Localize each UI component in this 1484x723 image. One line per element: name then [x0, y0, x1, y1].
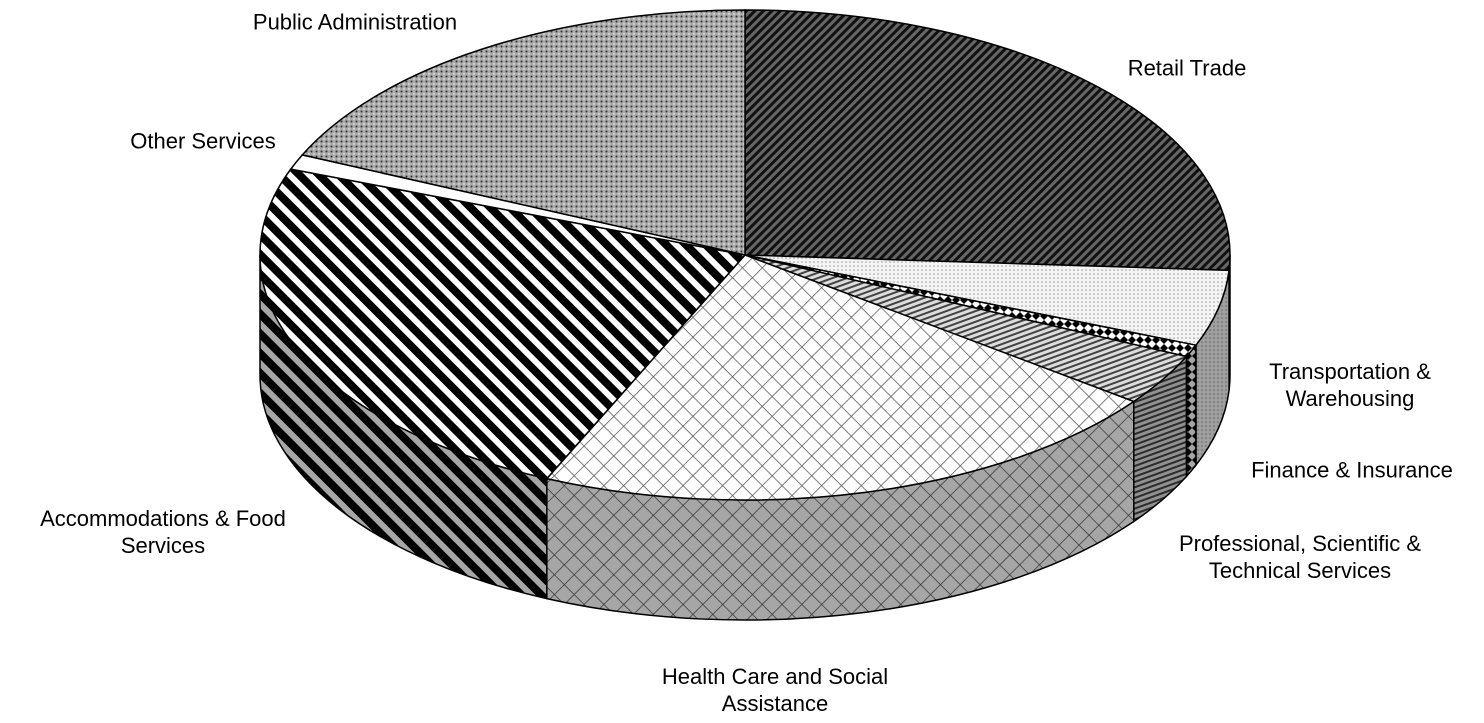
slice-label: Finance & Insurance: [1251, 457, 1453, 483]
slice-side-shade: [1185, 343, 1197, 479]
slice-label: Public Administration: [252, 9, 458, 35]
slice-label: Accommodations & Food Services: [40, 506, 286, 558]
slice-label: Professional, Scientific & Technical Ser…: [1178, 531, 1422, 583]
slice-side: [260, 255, 547, 599]
slice: [545, 254, 1136, 501]
slice-label: Transportation & Warehousing: [1269, 359, 1431, 411]
slice-label: Health Care and Social Assistance: [661, 664, 889, 716]
slice: [300, 9, 746, 256]
slice-side: [1186, 345, 1196, 477]
slice-side: [1133, 356, 1187, 522]
slice: [744, 254, 1230, 347]
slice-side: [1195, 270, 1230, 466]
slice-label: Other Services: [130, 128, 276, 154]
slice: [259, 168, 747, 480]
slice-label: Retail Trade: [1127, 55, 1247, 81]
slice: [744, 9, 1231, 272]
slice-side: [546, 401, 1134, 621]
